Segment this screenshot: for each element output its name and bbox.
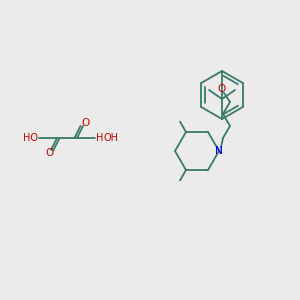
Text: N: N bbox=[215, 146, 223, 156]
Text: H: H bbox=[96, 133, 104, 143]
Text: O: O bbox=[218, 84, 226, 94]
Text: OH: OH bbox=[103, 133, 118, 143]
Text: N: N bbox=[215, 146, 223, 156]
Text: HO: HO bbox=[22, 133, 38, 143]
Text: O: O bbox=[45, 148, 53, 158]
Text: O: O bbox=[81, 118, 89, 128]
